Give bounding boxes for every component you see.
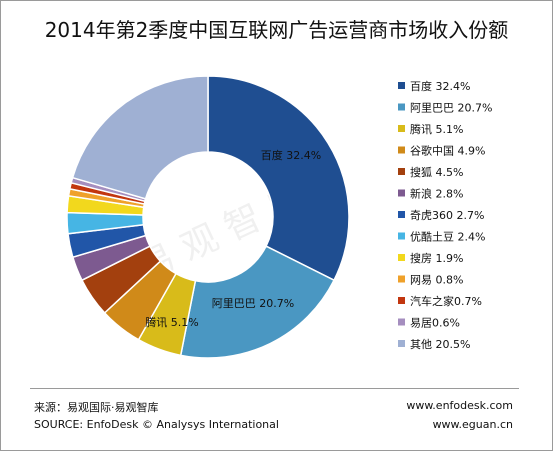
legend-label-1: 阿里巴巴 20.7% — [410, 102, 492, 115]
legend-swatch-0 — [398, 82, 405, 89]
legend-label-12: 其他 20.5% — [410, 338, 470, 351]
legend-swatch-4 — [398, 168, 405, 175]
legend-label-7: 优酷土豆 2.4% — [410, 231, 485, 244]
source-cn: 来源：易观国际·易观智库 — [34, 401, 159, 414]
data-label-0: 百度 32.4% — [261, 148, 321, 162]
legend-swatch-2 — [398, 125, 405, 132]
legend-label-11: 易居0.6% — [410, 317, 460, 330]
legend-swatch-7 — [398, 232, 405, 240]
legend-swatch-5 — [398, 189, 405, 197]
legend-label-10: 汽车之家0.7% — [410, 294, 482, 308]
legend-label-8: 搜房 1.9% — [410, 251, 463, 265]
legend-swatch-1 — [398, 103, 405, 111]
legend-label-9: 网易 0.8% — [410, 274, 463, 287]
url-enfodesk: www.enfodesk.com — [406, 399, 513, 412]
legend-swatch-8 — [398, 254, 405, 261]
chart-legend: 百度 32.4% 阿里巴巴 20.7% 腾讯 5.1% 谷歌中国 4.9% 搜狐 4.5… — [398, 79, 492, 351]
chart-slices — [66, 75, 350, 359]
donut-slice-1 — [179, 245, 336, 359]
chart-data-labels: 百度 32.4% 阿里巴巴 20.7% 腾讯 5.1% — [145, 148, 321, 329]
legend-label-0: 百度 32.4% — [410, 79, 470, 93]
footer-divider — [30, 388, 519, 389]
legend-label-6: 奇虎360 2.7% — [410, 209, 484, 222]
legend-label-4: 搜狐 4.5% — [410, 165, 463, 179]
legend-label-5: 新浪 2.8% — [410, 187, 463, 201]
legend-label-3: 谷歌中国 4.9% — [410, 144, 485, 158]
legend-swatch-10 — [398, 297, 405, 304]
data-label-2: 腾讯 5.1% — [145, 315, 198, 329]
donut-slice-0 — [207, 75, 350, 282]
donut-slice-12 — [71, 75, 209, 200]
legend-swatch-11 — [398, 318, 405, 326]
url-eguan: www.eguan.cn — [432, 418, 513, 431]
legend-swatch-12 — [398, 340, 405, 347]
data-label-1: 阿里巴巴 20.7% — [212, 297, 294, 310]
legend-label-2: 腾讯 5.1% — [410, 122, 463, 136]
chart-title: 2014年第2季度中国互联网广告运营商市场收入份额 — [44, 18, 509, 42]
legend-swatch-3 — [398, 146, 405, 154]
legend-swatch-6 — [398, 211, 405, 218]
legend-swatch-9 — [398, 275, 405, 283]
source-en: SOURCE: EnfoDesk © Analysys Internationa… — [34, 418, 279, 431]
